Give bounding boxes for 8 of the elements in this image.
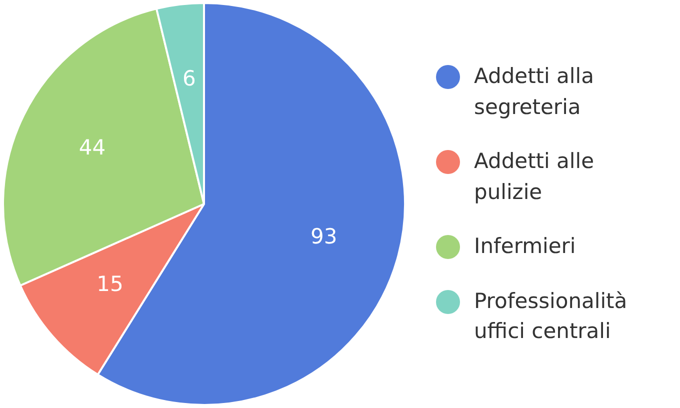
legend-label: Infermieri	[474, 233, 577, 260]
data-label: 6	[182, 66, 196, 91]
legend-label: Professionalità uffici centrali	[474, 288, 628, 346]
data-label: 15	[96, 272, 124, 296]
legend-label: Addetti alla segreteria	[474, 63, 595, 121]
data-label: 93	[310, 224, 338, 249]
legend-label: Addetti alle pulizie	[474, 148, 596, 206]
data-label: 44	[78, 135, 106, 160]
